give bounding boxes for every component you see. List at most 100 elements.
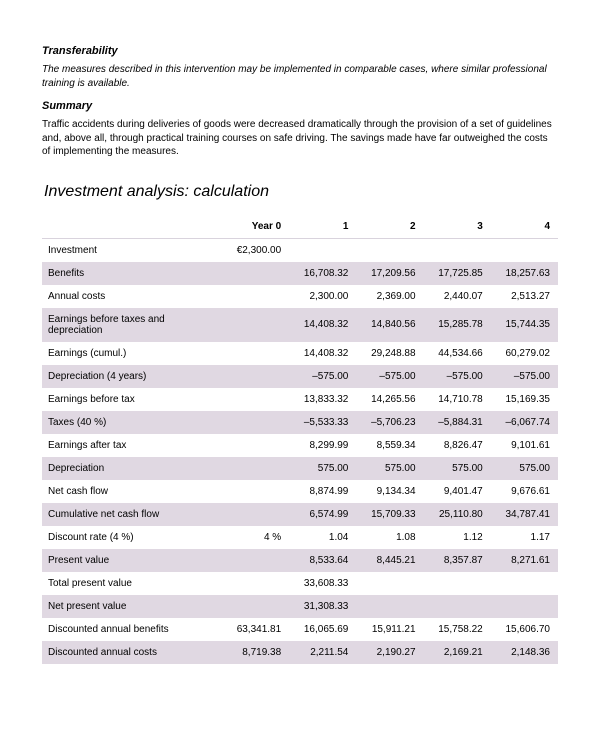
cell: 9,401.47 — [424, 480, 491, 503]
cell: 15,744.35 — [491, 308, 558, 342]
cell: 15,169.35 — [491, 388, 558, 411]
row-label: Net cash flow — [42, 480, 222, 503]
cell — [222, 342, 289, 365]
cell — [424, 572, 491, 595]
row-label: Depreciation (4 years) — [42, 365, 222, 388]
cell: 575.00 — [356, 457, 423, 480]
cell — [491, 572, 558, 595]
table-row: Taxes (40 %) –5,533.33–5,706.23–5,884.31–… — [42, 411, 558, 434]
cell — [222, 595, 289, 618]
cell: 60,279.02 — [491, 342, 558, 365]
cell: 14,710.78 — [424, 388, 491, 411]
table-row: Total present value33,608.33 — [42, 572, 558, 595]
table-row: Depreciation (4 years)–575.00–575.00–575… — [42, 365, 558, 388]
cell: 15,911.21 — [356, 618, 423, 641]
cell: –5,884.31 — [424, 411, 491, 434]
table-row: Discount rate (4 %)4 %1.041.081.121.17 — [42, 526, 558, 549]
row-label: Benefits — [42, 262, 222, 285]
cell: 14,265.56 — [356, 388, 423, 411]
cell — [222, 572, 289, 595]
cell: 17,209.56 — [356, 262, 423, 285]
cell: 8,357.87 — [424, 549, 491, 572]
table-row: Net present value31,308.33 — [42, 595, 558, 618]
cell — [222, 308, 289, 342]
row-label: Earnings (cumul.) — [42, 342, 222, 365]
cell: 17,725.85 — [424, 262, 491, 285]
cell: 9,134.34 — [356, 480, 423, 503]
table-row: Net cash flow 8,874.999,134.349,401.479,6… — [42, 480, 558, 503]
cell: 9,676.61 — [491, 480, 558, 503]
row-label: Discounted annual costs — [42, 641, 222, 664]
cell: 14,408.32 — [289, 342, 356, 365]
cell: –6,067.74 — [491, 411, 558, 434]
cell: 1.12 — [424, 526, 491, 549]
cell: 1.04 — [289, 526, 356, 549]
cell: 4 % — [222, 526, 289, 549]
table-row: Earnings after tax8,299.998,559.348,826.… — [42, 434, 558, 457]
cell: 15,758.22 — [424, 618, 491, 641]
cell: –575.00 — [289, 365, 356, 388]
cell: 575.00 — [491, 457, 558, 480]
cell: 63,341.81 — [222, 618, 289, 641]
cell: 29,248.88 — [356, 342, 423, 365]
row-label: Earnings before tax — [42, 388, 222, 411]
cell: 2,300.00 — [289, 285, 356, 308]
cell: 15,709.33 — [356, 503, 423, 526]
cell — [289, 238, 356, 262]
cell: 8,533.64 — [289, 549, 356, 572]
cell: 8,826.47 — [424, 434, 491, 457]
table-row: Depreciation575.00575.00575.00575.00 — [42, 457, 558, 480]
investment-analysis-table: Year 0 1 2 3 4 Investment€2,300.00Benefi… — [42, 215, 558, 664]
cell: 2,190.27 — [356, 641, 423, 664]
cell — [222, 503, 289, 526]
cell — [424, 238, 491, 262]
transferability-heading: Transferability — [42, 45, 558, 57]
col-header — [42, 215, 222, 239]
cell: 8,445.21 — [356, 549, 423, 572]
row-label: Investment — [42, 238, 222, 262]
table-header-row: Year 0 1 2 3 4 — [42, 215, 558, 239]
cell: 8,271.61 — [491, 549, 558, 572]
col-header: 2 — [356, 215, 423, 239]
cell: 31,308.33 — [289, 595, 356, 618]
table-row: Cumulative net cash flow6,574.9915,709.3… — [42, 503, 558, 526]
cell — [222, 411, 289, 434]
cell: 8,874.99 — [289, 480, 356, 503]
table-row: Earnings before taxes and depreciation 14… — [42, 308, 558, 342]
table-title: Investment analysis: calculation — [44, 183, 558, 201]
cell — [222, 285, 289, 308]
cell: 25,110.80 — [424, 503, 491, 526]
cell: –5,706.23 — [356, 411, 423, 434]
cell — [356, 595, 423, 618]
cell — [424, 595, 491, 618]
cell: 1.17 — [491, 526, 558, 549]
row-label: Taxes (40 %) — [42, 411, 222, 434]
transferability-text: The measures described in this intervent… — [42, 63, 558, 90]
cell — [222, 434, 289, 457]
table-body: Investment€2,300.00Benefits16,708.3217,2… — [42, 238, 558, 664]
col-header: 4 — [491, 215, 558, 239]
cell: 2,513.27 — [491, 285, 558, 308]
cell: 2,369.00 — [356, 285, 423, 308]
row-label: Discount rate (4 %) — [42, 526, 222, 549]
summary-text: Traffic accidents during deliveries of g… — [42, 118, 558, 159]
cell: 8,719.38 — [222, 641, 289, 664]
table-row: Present value 8,533.648,445.218,357.878,2… — [42, 549, 558, 572]
row-label: Cumulative net cash flow — [42, 503, 222, 526]
cell: €2,300.00 — [222, 238, 289, 262]
table-row: Discounted annual costs8,719.382,211.542… — [42, 641, 558, 664]
cell — [356, 572, 423, 595]
cell — [222, 388, 289, 411]
cell: 575.00 — [289, 457, 356, 480]
row-label: Present value — [42, 549, 222, 572]
row-label: Earnings before taxes and depreciation — [42, 308, 222, 342]
table-row: Investment€2,300.00 — [42, 238, 558, 262]
cell — [222, 480, 289, 503]
col-header: Year 0 — [222, 215, 289, 239]
cell: 8,559.34 — [356, 434, 423, 457]
table-row: Earnings before tax13,833.3214,265.5614,… — [42, 388, 558, 411]
cell: –575.00 — [424, 365, 491, 388]
cell: –5,533.33 — [289, 411, 356, 434]
cell: 14,408.32 — [289, 308, 356, 342]
table-row: Annual costs2,300.002,369.002,440.072,51… — [42, 285, 558, 308]
